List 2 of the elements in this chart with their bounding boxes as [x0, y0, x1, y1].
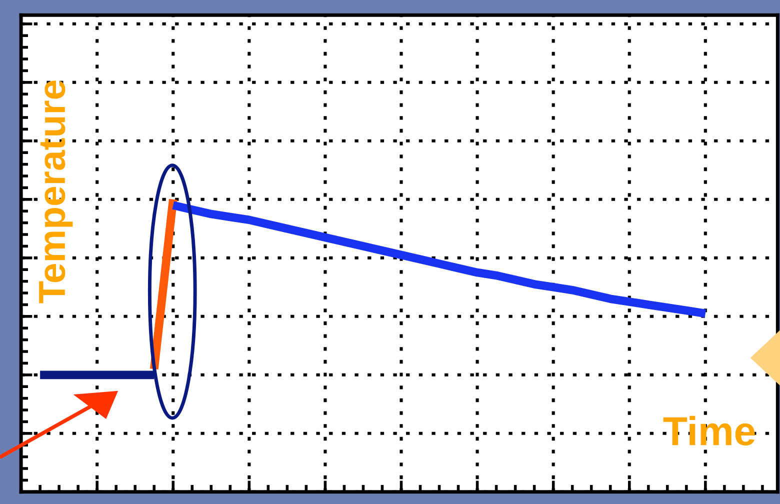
y-axis-title: Temperature — [39, 80, 73, 304]
x-axis-title: Time — [663, 416, 755, 446]
